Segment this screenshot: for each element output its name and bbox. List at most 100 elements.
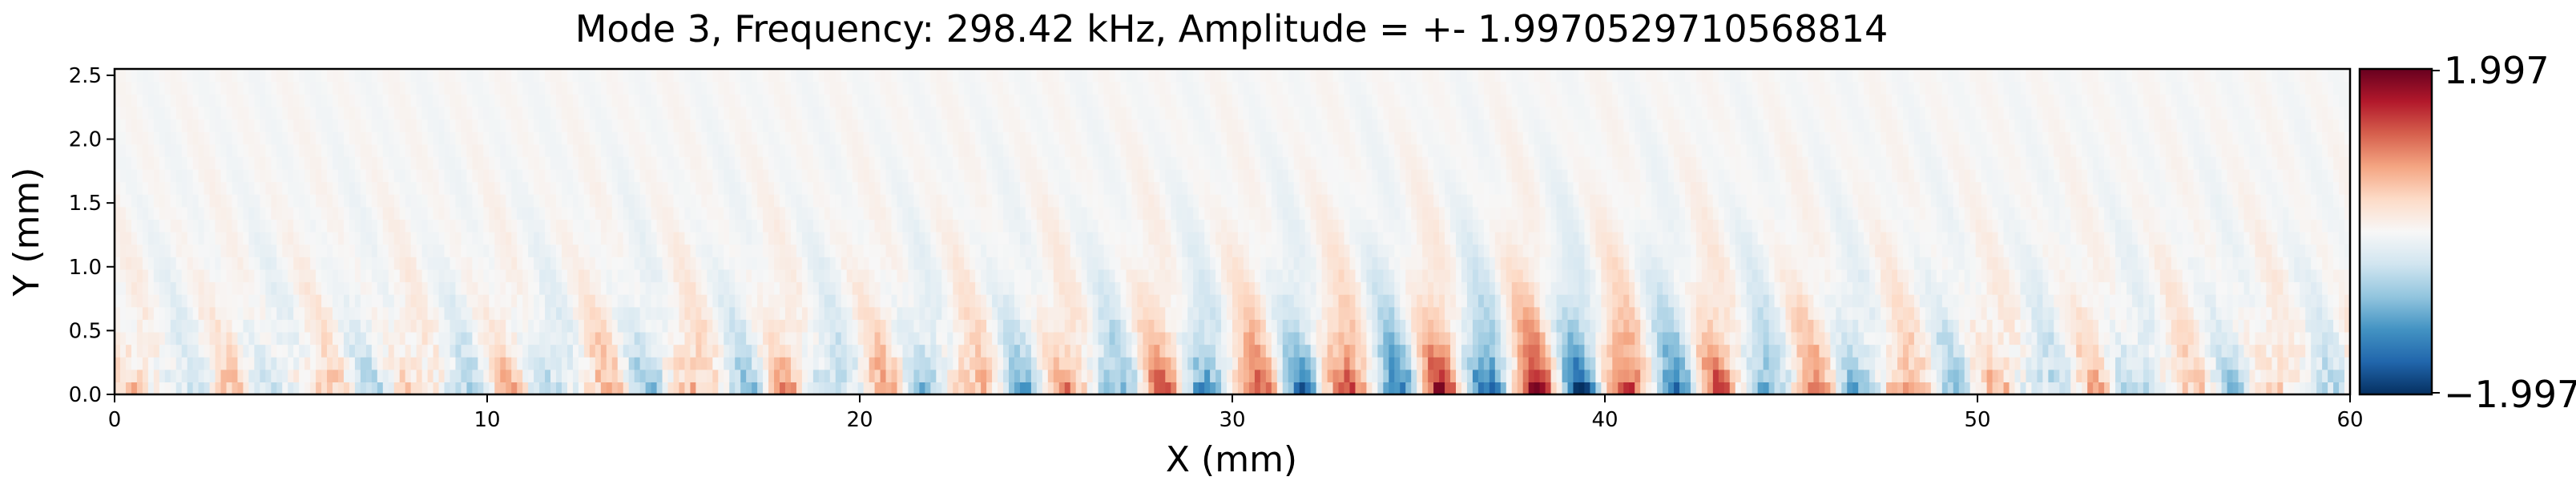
heatmap-cell <box>763 257 769 270</box>
heatmap-cell <box>908 257 915 270</box>
heatmap-cell <box>2110 269 2116 283</box>
heatmap-cell <box>276 257 283 270</box>
heatmap-cell <box>1695 369 1703 382</box>
heatmap-cell <box>1456 294 1462 308</box>
heatmap-cell <box>2227 331 2234 346</box>
heatmap-cell <box>511 319 518 333</box>
heatmap-cell <box>1383 357 1389 370</box>
heatmap-cell <box>2249 244 2256 257</box>
heatmap-cell <box>1349 357 1357 370</box>
heatmap-cell <box>1025 257 1032 270</box>
heatmap-cell <box>863 306 870 320</box>
heatmap-cell <box>1070 306 1077 320</box>
heatmap-cell <box>1466 269 1473 283</box>
heatmap-cell <box>1522 306 1530 320</box>
heatmap-cell <box>299 369 305 382</box>
heatmap-cell <box>2344 257 2351 270</box>
heatmap-cell <box>1439 306 1445 320</box>
heatmap-cell <box>1808 257 1814 270</box>
heatmap-cell <box>578 232 585 245</box>
heatmap-cell <box>1534 257 1541 270</box>
heatmap-cell <box>925 232 931 245</box>
heatmap-cell <box>220 357 228 370</box>
heatmap-cell <box>1919 331 1926 346</box>
heatmap-cell <box>1265 269 1272 283</box>
heatmap-cell <box>1998 357 2005 370</box>
heatmap-cell <box>1109 344 1116 358</box>
heatmap-cell <box>919 281 925 295</box>
heatmap-cell <box>243 369 249 382</box>
heatmap-cell <box>506 232 512 245</box>
heatmap-cell <box>2127 344 2133 358</box>
heatmap-cell <box>1522 281 1530 295</box>
heatmap-cell <box>2221 319 2228 333</box>
heatmap-cell <box>936 269 942 283</box>
heatmap-cell <box>796 294 803 308</box>
heatmap-cell <box>970 294 976 308</box>
heatmap-cell <box>2137 244 2144 257</box>
heatmap-cell <box>365 369 373 382</box>
heatmap-cell <box>1422 344 1429 358</box>
heatmap-cell <box>1690 294 1697 308</box>
heatmap-cell <box>2110 257 2116 270</box>
heatmap-cell <box>2339 369 2345 382</box>
heatmap-cell <box>891 319 898 333</box>
heatmap-cell <box>1824 357 1831 370</box>
heatmap-cell <box>209 369 216 382</box>
heatmap-cell <box>360 281 367 295</box>
heatmap-cell <box>1070 294 1077 308</box>
heatmap-cell <box>1003 331 1010 346</box>
heatmap-cell <box>1377 306 1384 320</box>
heatmap-cell <box>1707 244 1714 257</box>
heatmap-cell <box>1282 281 1289 295</box>
heatmap-cell <box>2227 306 2234 320</box>
heatmap-cell <box>824 382 831 395</box>
heatmap-cell <box>220 382 228 395</box>
heatmap-cell <box>265 306 272 320</box>
heatmap-cell <box>1841 306 1848 320</box>
heatmap-cell <box>2154 281 2161 295</box>
heatmap-cell <box>545 319 551 333</box>
heatmap-cell <box>164 257 171 270</box>
heatmap-cell <box>936 232 942 245</box>
heatmap-cell <box>187 232 194 245</box>
heatmap-cell <box>119 281 127 295</box>
heatmap-cell <box>2087 281 2094 295</box>
heatmap-cell <box>1355 269 1362 283</box>
heatmap-cell <box>421 369 429 382</box>
heatmap-cell <box>1109 369 1116 382</box>
heatmap-cell <box>589 281 596 295</box>
heatmap-cell <box>812 369 820 382</box>
heatmap-cell <box>2243 269 2251 283</box>
heatmap-cell <box>288 294 294 308</box>
heatmap-cell <box>1556 344 1563 358</box>
heatmap-cell <box>578 244 585 257</box>
heatmap-cell <box>1143 344 1149 358</box>
heatmap-cell <box>265 382 272 395</box>
heatmap-cell <box>729 257 736 270</box>
heatmap-cell <box>1086 331 1094 346</box>
heatmap-cell <box>941 344 948 358</box>
heatmap-cell <box>310 244 316 257</box>
heatmap-cell <box>1053 319 1060 333</box>
heatmap-cell <box>1092 319 1099 333</box>
heatmap-cell <box>1567 369 1574 382</box>
heatmap-cell <box>254 257 260 270</box>
heatmap-cell <box>1344 294 1351 308</box>
heatmap-cell <box>1545 306 1552 320</box>
heatmap-cell <box>2232 306 2239 320</box>
heatmap-cell <box>774 294 780 308</box>
heatmap-cell <box>807 331 814 346</box>
heatmap-cell <box>1461 257 1468 270</box>
heatmap-cell <box>1494 306 1502 320</box>
heatmap-cell <box>1869 306 1876 320</box>
heatmap-cell <box>583 331 591 346</box>
heatmap-cell <box>1199 257 1205 270</box>
heatmap-cell <box>472 294 478 308</box>
heatmap-cell <box>1824 306 1831 320</box>
heatmap-cell <box>416 319 423 333</box>
heatmap-cell <box>785 357 792 370</box>
heatmap-cell <box>2026 306 2033 320</box>
heatmap-cell <box>1858 382 1864 395</box>
heatmap-cell <box>880 369 887 382</box>
